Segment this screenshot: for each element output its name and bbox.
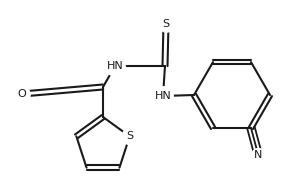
Text: S: S (126, 131, 133, 141)
Text: HN: HN (106, 61, 123, 71)
Text: N: N (254, 150, 262, 160)
Text: HN: HN (154, 91, 171, 101)
Text: S: S (162, 19, 169, 29)
Text: O: O (18, 89, 26, 99)
